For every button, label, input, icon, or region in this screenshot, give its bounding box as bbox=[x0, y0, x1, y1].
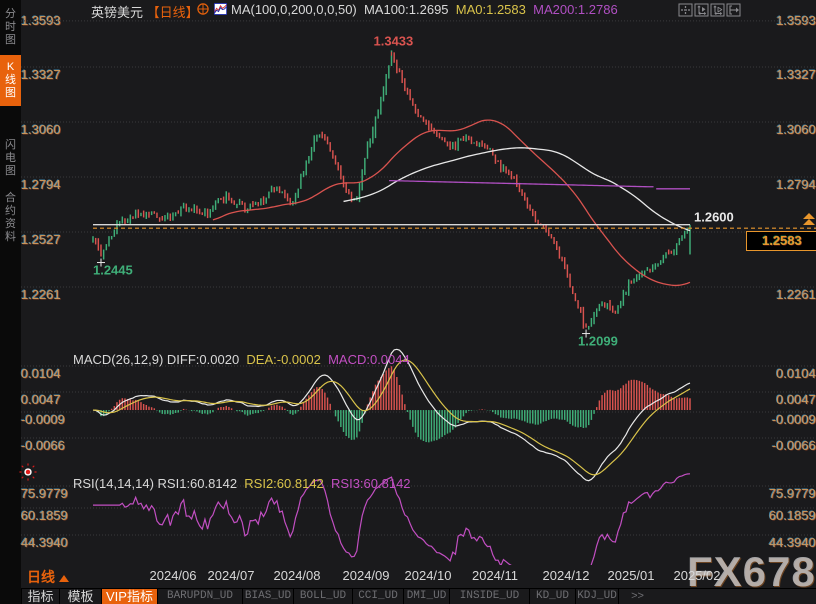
svg-text:1.2099: 1.2099 bbox=[578, 334, 618, 349]
svg-text:1.3433: 1.3433 bbox=[374, 34, 414, 49]
svg-text:1.2600: 1.2600 bbox=[694, 210, 734, 225]
svg-text:1.2445: 1.2445 bbox=[93, 263, 133, 278]
